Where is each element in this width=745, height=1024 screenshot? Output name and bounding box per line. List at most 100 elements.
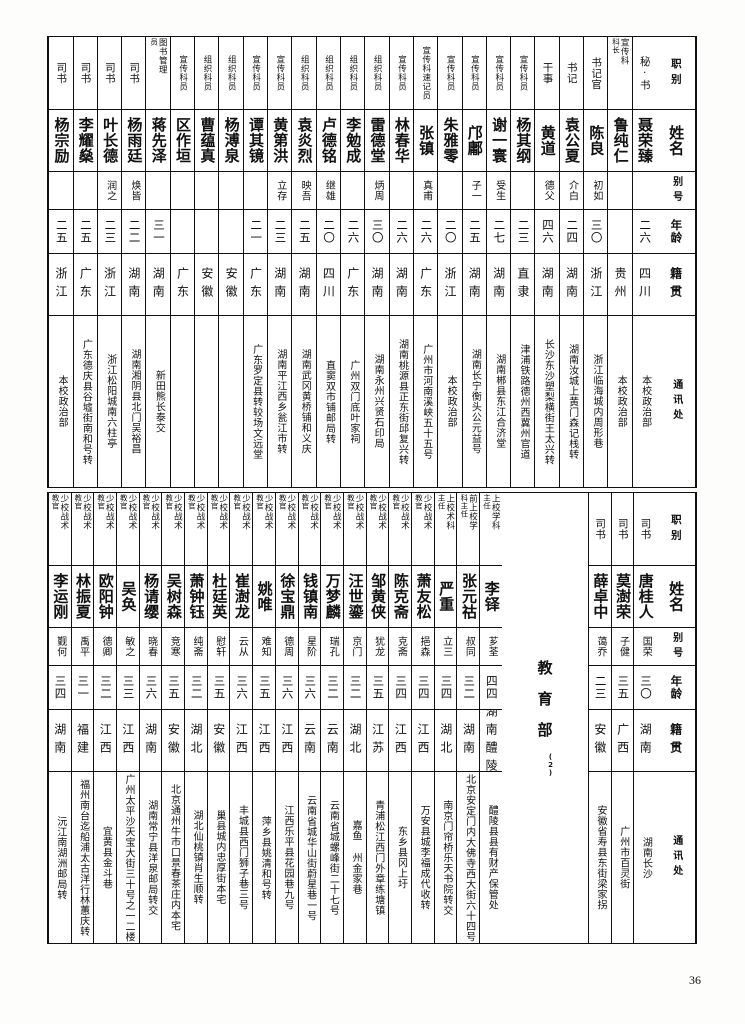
cell-alias: 立存	[268, 171, 292, 209]
title-stack: 图书管理员	[149, 38, 168, 74]
cell-title: 宣传科员	[396, 55, 407, 91]
cell-alias: 映吾	[292, 171, 316, 209]
cell-alias: 德父	[535, 171, 559, 209]
cell-title: 宣传科员	[469, 55, 480, 91]
cell-alias: 禹平	[71, 627, 94, 665]
cell-address: 湖南长宁衡头公元益号	[462, 315, 486, 487]
cell-origin: 广东	[413, 253, 438, 315]
cell-name: 谭其镜	[243, 109, 267, 171]
title-stack: 少校战术 教官	[187, 494, 206, 530]
person-column: 前上校学 科主任 张元祜 叔同 三二 湖南 北京安定门内大佛寺西大街六十四号	[456, 493, 480, 943]
cell-alias: 慰轩	[207, 627, 230, 665]
title-stack: 少校战术 教官	[323, 494, 342, 530]
cell-origin: 江西	[412, 709, 434, 771]
cell-name: 李勉成	[340, 109, 365, 171]
cell-title: 组织科员	[299, 55, 310, 91]
cell-origin: 安徽	[162, 709, 185, 771]
cell-name: 杨宗励	[49, 109, 73, 171]
person-column: 司书 薛卓中 蔼乔 二三 安徽 安徽省寿县东街梁家拐	[587, 493, 611, 943]
cell-name: 区作垣	[170, 109, 195, 171]
cell-age	[608, 209, 632, 253]
cell-address: 本校政治部	[49, 315, 73, 487]
cell-name: 黄第洪	[268, 109, 292, 171]
person-column: 组织科员 雷德堂 炳周 三〇 湖南 湖南永州兴贤石印局	[364, 37, 389, 487]
section-label-column: 教育部(2)	[528, 493, 562, 943]
cell-age: 二五	[73, 209, 97, 253]
cell-name: 徐宝鼎	[275, 565, 298, 627]
cell-title: 图书管理员	[146, 37, 169, 109]
cell-address: 本校政治部	[438, 315, 462, 487]
cell-name: 杨雨廷	[122, 109, 146, 171]
person-column: 少校战术 教官 吴奂 敏之 三三 江西 广州太平沙天宝大街三十号之一二楼	[115, 493, 139, 943]
cell-alias: 子健	[611, 627, 634, 665]
cell-name: 严重	[434, 565, 457, 627]
person-column: 少校战术 教官 徐宝鼎 德周 三六 江西 江西乐平县花园巷九号	[274, 493, 298, 943]
label-origin: 籍贯	[656, 253, 695, 315]
cell-name: 吴树森	[162, 565, 185, 627]
cell-name: 薛卓中	[588, 565, 611, 627]
cell-address: 南京门帘桥乐天书院转交	[434, 771, 457, 943]
cell-address	[219, 315, 243, 487]
cell-alias: 真甫	[413, 171, 438, 209]
cell-age	[170, 209, 195, 253]
cell-origin: 江西	[116, 709, 139, 771]
cell-name: 欧阳钟	[94, 565, 116, 627]
cell-alias	[49, 171, 73, 209]
cell-address: 湖南桃源县正东街邱复兴转	[389, 315, 413, 487]
cell-age: 三〇	[634, 665, 656, 709]
cell-origin: 江西	[94, 709, 116, 771]
cell-origin: 江西	[275, 709, 298, 771]
cell-address: 丰城县西门狮子巷三号	[230, 771, 253, 943]
cell-age: 二三	[268, 209, 292, 253]
title-stack: 少校战术 教官	[346, 494, 364, 530]
cell-origin: 四川	[632, 253, 656, 315]
cell-title: 书记官	[590, 56, 603, 90]
person-column: 宣传科速记员 张镇 真甫 二六 广东 广州市河南溪峡五十五号	[412, 37, 438, 487]
cell-alias	[340, 171, 365, 209]
title-stack: 少校战术 教官	[391, 494, 410, 530]
title-stack: 少校战术 教官	[210, 494, 228, 530]
cell-title: 组织科员	[372, 55, 383, 91]
cell-title: 宣传科员	[445, 55, 456, 91]
cell-origin: 浙江	[97, 253, 122, 315]
cell-origin: 云南	[298, 709, 321, 771]
cell-address: 万安县城李福成代收转	[412, 771, 434, 943]
cell-address: 广东罗定县转较场文远堂	[243, 315, 267, 487]
cell-address: 嘉鱼 州金家巷	[343, 771, 366, 943]
cell-name: 朱雅零	[438, 109, 462, 171]
cell-title: 少校战术 教官	[117, 493, 139, 565]
cell-title: 组织科员	[201, 55, 212, 91]
person-column: 组织科员 曹蕴真 安徽	[194, 37, 219, 487]
cell-address	[170, 315, 195, 487]
cell-age: 三〇	[365, 209, 389, 253]
person-column: 组织科员 袁炎烈 映吾 二五 湖南 湖南武冈黄桥铺和义庆	[291, 37, 316, 487]
cell-origin: 湖南	[486, 253, 511, 315]
cell-address: 云南省城螺峰街二十七号	[321, 771, 343, 943]
cell-title: 司书	[128, 62, 141, 84]
cell-alias	[73, 171, 97, 209]
cell-title: 宣传科员	[250, 55, 261, 91]
title-stack: 少校战术 教官	[119, 494, 137, 530]
cell-age: 三五	[611, 665, 634, 709]
cell-address: 醴陵县县有财产保管处	[480, 771, 502, 943]
title-stack: 少校战术 教官	[369, 494, 387, 530]
cell-origin: 贵州	[608, 253, 632, 315]
person-column: 少校战术 教官 杜廷英 慰轩 三五 安徽 巢县城内忠厚街本宅	[206, 493, 230, 943]
cell-address: 广州市百灵街	[611, 771, 634, 943]
cell-origin: 福建	[71, 709, 94, 771]
cell-address: 湖南郴县东江合济堂	[486, 315, 511, 487]
cell-alias	[511, 171, 535, 209]
title-stack: 少校战术 教官	[255, 494, 274, 530]
title-stack: 少校战术 教官	[141, 494, 160, 530]
cell-name: 叶长德	[97, 109, 122, 171]
cell-alias: 叔同	[457, 627, 480, 665]
person-column: 司书 唐桂人 国荣 三〇 湖南 湖南长沙	[633, 493, 656, 943]
cell-name: 钱镇南	[298, 565, 321, 627]
cell-name: 姚唯	[253, 565, 275, 627]
cell-address: 广东德庆县谷墟街南和号转	[73, 315, 97, 487]
cell-origin: 浙江	[49, 253, 73, 315]
cell-origin: 江西	[389, 709, 412, 771]
person-column: 宣传科 科长 鲁纯仁 贵州 本校政治部	[607, 37, 632, 487]
cell-age: 三〇	[584, 209, 608, 253]
